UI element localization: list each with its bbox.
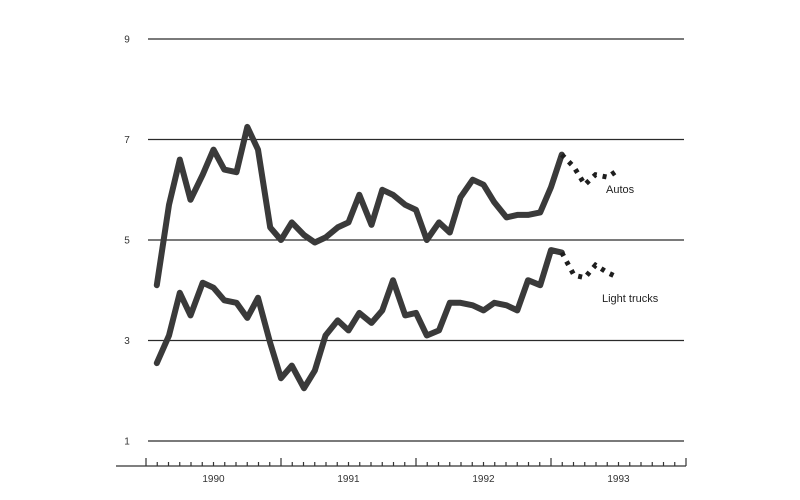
y-tick-label: 7 <box>124 135 130 146</box>
x-tick-label: 1991 <box>337 474 360 485</box>
y-tick-label: 1 <box>124 437 130 448</box>
x-tick-label: 1990 <box>202 474 225 485</box>
x-tick-label: 1992 <box>472 474 495 485</box>
x-axis: 1990 1991 1992 1993 <box>116 458 687 485</box>
x-tick-label: 1993 <box>607 474 630 485</box>
y-tick-label: 3 <box>124 336 130 347</box>
series-labels: Autos Light trucks <box>602 184 659 305</box>
y-tick-label: 5 <box>124 236 130 247</box>
light-trucks-label: Light trucks <box>602 293 659 305</box>
gridlines <box>148 38 684 442</box>
y-tick-label: 9 <box>124 35 130 46</box>
light-trucks-actual-line <box>153 247 565 392</box>
series-lines <box>153 123 620 392</box>
autos-forecast-line <box>560 152 620 189</box>
autos-label: Autos <box>606 184 635 196</box>
light-trucks-forecast-line <box>559 251 620 281</box>
y-axis-tick-labels: 1 3 5 7 9 <box>124 35 130 448</box>
autos-actual-line <box>153 123 565 289</box>
